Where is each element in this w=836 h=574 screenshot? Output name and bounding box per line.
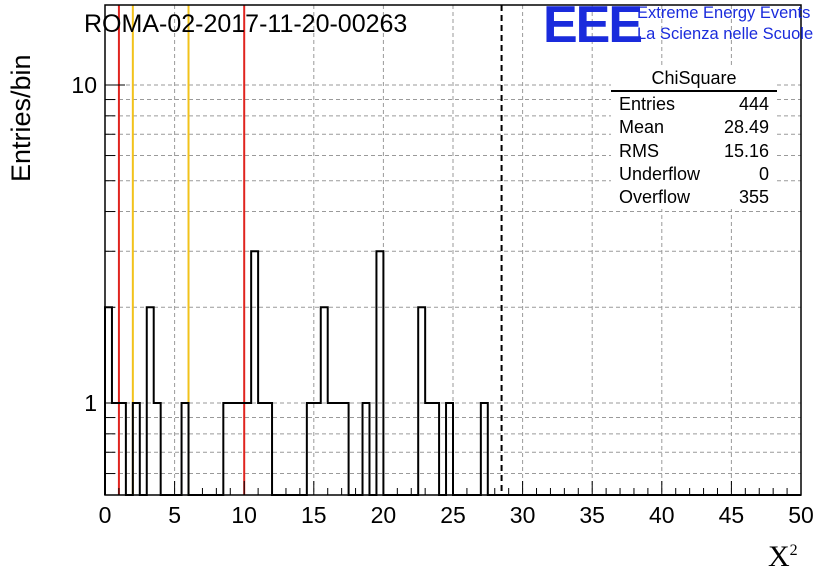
chart-title: ROMA-02-2017-11-20-00263	[84, 10, 408, 38]
x-tick-label: 25	[440, 502, 466, 528]
stats-row-mean: Mean 28.49	[611, 116, 777, 139]
x-axis-label: X2	[768, 540, 798, 574]
stats-key: Underflow	[619, 163, 701, 184]
stats-value: 0	[758, 163, 769, 184]
y-tick-label: 10	[71, 72, 97, 98]
stats-row-rms: RMS 15.16	[611, 140, 777, 163]
x-tick-label: 50	[788, 502, 814, 528]
stats-key: Entries	[619, 94, 676, 114]
x-tick-label: 40	[649, 502, 675, 528]
eee-logo: EEE	[543, 0, 643, 54]
x-axis-label-superscript: 2	[789, 542, 798, 559]
stats-value: 15.16	[723, 140, 769, 161]
stats-value: 355	[738, 187, 769, 208]
x-tick-label: 35	[579, 502, 605, 528]
stats-row-entries: Entries 444	[611, 93, 777, 116]
x-tick-label: 30	[510, 502, 536, 528]
x-tick-label: 0	[99, 502, 112, 528]
x-tick-label: 15	[301, 502, 327, 528]
stats-box: ChiSquare Entries 444 Mean 28.49 RMS 15.16 …	[611, 66, 777, 210]
logo-text: Extreme Energy Events La Scienza nelle S…	[637, 3, 813, 45]
stats-box-title: ChiSquare	[611, 66, 777, 92]
logo-line-1: Extreme Energy Events	[637, 4, 811, 22]
stats-value: 444	[738, 94, 769, 114]
x-tick-label: 10	[231, 502, 257, 528]
x-tick-label: 45	[719, 502, 745, 528]
logo-line-2: La Scienza nelle Scuole	[637, 25, 814, 43]
stats-value: 28.49	[723, 117, 769, 138]
y-tick-label: 1	[84, 390, 97, 416]
stats-key: RMS	[619, 140, 659, 161]
y-axis-label: Entries/bin	[6, 54, 36, 182]
stats-row-underflow: Underflow 0	[611, 163, 777, 186]
x-axis-label-base: X	[768, 540, 790, 573]
x-tick-label: 20	[371, 502, 397, 528]
x-tick-label: 5	[168, 502, 181, 528]
stats-key: Overflow	[619, 187, 691, 208]
stats-row-overflow: Overflow 355	[611, 186, 777, 209]
stats-key: Mean	[619, 117, 665, 138]
